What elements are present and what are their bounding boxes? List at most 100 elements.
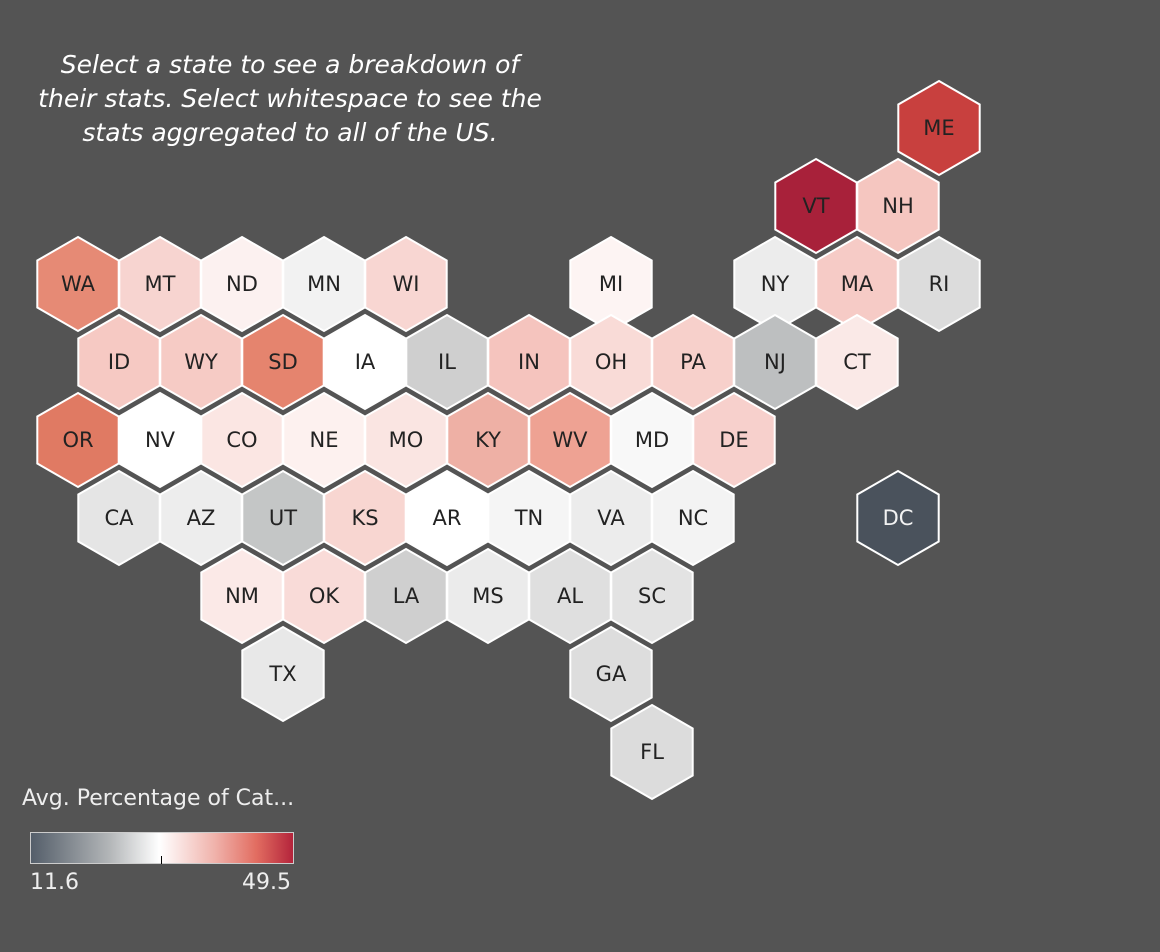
instructions-line-1: Select a state to see a breakdown of [60, 50, 520, 79]
state-label: VA [597, 506, 625, 530]
state-label: ND [226, 272, 258, 296]
state-hex-shape[interactable] [364, 235, 448, 333]
state-label: SD [268, 350, 298, 374]
state-hex-ia[interactable]: IA [323, 313, 407, 411]
state-hex-shape[interactable] [692, 391, 776, 489]
legend-color-bar [30, 832, 294, 864]
state-hex-ar[interactable]: AR [405, 469, 489, 567]
state-hex-nm[interactable]: NM [200, 547, 284, 645]
state-hex-in[interactable]: IN [487, 313, 571, 411]
state-hex-ne[interactable]: NE [282, 391, 366, 489]
state-label: FL [640, 740, 664, 764]
state-label: AR [433, 506, 462, 530]
state-hex-co[interactable]: CO [200, 391, 284, 489]
state-label: LA [393, 584, 420, 608]
state-hex-ks[interactable]: KS [323, 469, 407, 567]
state-hex-sd[interactable]: SD [241, 313, 325, 411]
state-hex-nd[interactable]: ND [200, 235, 284, 333]
state-hex-shape[interactable] [610, 547, 694, 645]
state-hex-ok[interactable]: OK [282, 547, 366, 645]
state-hex-wv[interactable]: WV [528, 391, 612, 489]
state-hex-wi[interactable]: WI [364, 235, 448, 333]
state-hex-sc[interactable]: SC [610, 547, 694, 645]
state-hex-shape[interactable] [651, 469, 735, 567]
state-label: MO [389, 428, 424, 452]
state-hex-shape[interactable] [241, 625, 325, 723]
state-label: WI [393, 272, 420, 296]
state-label: NY [761, 272, 790, 296]
state-label: NE [310, 428, 339, 452]
state-label: NH [882, 194, 914, 218]
state-hex-shape[interactable] [815, 313, 899, 411]
state-hex-ms[interactable]: MS [446, 547, 530, 645]
state-label: MD [635, 428, 669, 452]
state-label: AZ [187, 506, 216, 530]
state-hex-or[interactable]: OR [36, 391, 120, 489]
legend-midpoint-mark [161, 856, 162, 864]
state-hex-nh[interactable]: NH [856, 157, 940, 255]
state-label: NJ [764, 350, 786, 374]
state-hex-az[interactable]: AZ [159, 469, 243, 567]
state-hex-mt[interactable]: MT [118, 235, 202, 333]
state-hex-ut[interactable]: UT [241, 469, 325, 567]
state-hex-ky[interactable]: KY [446, 391, 530, 489]
state-hex-md[interactable]: MD [610, 391, 694, 489]
state-hex-tx[interactable]: TX [241, 625, 325, 723]
state-hex-oh[interactable]: OH [569, 313, 653, 411]
legend-title: Avg. Percentage of Cat... [22, 786, 295, 811]
state-hex-shape[interactable] [569, 625, 653, 723]
state-label: NM [225, 584, 259, 608]
state-hex-il[interactable]: IL [405, 313, 489, 411]
state-hex-ma[interactable]: MA [815, 235, 899, 333]
state-hex-mn[interactable]: MN [282, 235, 366, 333]
state-hex-mo[interactable]: MO [364, 391, 448, 489]
state-label: RI [929, 272, 950, 296]
state-hex-wa[interactable]: WA [36, 235, 120, 333]
state-hex-al[interactable]: AL [528, 547, 612, 645]
state-hex-va[interactable]: VA [569, 469, 653, 567]
state-label: CO [226, 428, 257, 452]
state-hex-shape[interactable] [856, 469, 940, 567]
state-hex-pa[interactable]: PA [651, 313, 735, 411]
state-label: IL [438, 350, 456, 374]
state-label: GA [596, 662, 627, 686]
state-label: IA [355, 350, 376, 374]
state-hex-nj[interactable]: NJ [733, 313, 817, 411]
state-hex-ga[interactable]: GA [569, 625, 653, 723]
state-hex-dc[interactable]: DC [856, 469, 940, 567]
state-hex-nv[interactable]: NV [118, 391, 202, 489]
state-label: WY [184, 350, 218, 374]
state-label: CT [843, 350, 871, 374]
state-hex-ca[interactable]: CA [77, 469, 161, 567]
legend-max-value: 49.5 [242, 870, 291, 895]
state-hex-shape[interactable] [897, 235, 981, 333]
state-hex-wy[interactable]: WY [159, 313, 243, 411]
state-hex-ri[interactable]: RI [897, 235, 981, 333]
state-hex-shape[interactable] [897, 79, 981, 177]
state-hex-me[interactable]: ME [897, 79, 981, 177]
state-label: NC [678, 506, 708, 530]
state-hex-la[interactable]: LA [364, 547, 448, 645]
state-hex-tn[interactable]: TN [487, 469, 571, 567]
state-label: DC [883, 506, 914, 530]
state-label: VT [802, 194, 829, 218]
state-hex-shape[interactable] [856, 157, 940, 255]
state-hex-nc[interactable]: NC [651, 469, 735, 567]
state-label: TN [514, 506, 544, 530]
state-hex-de[interactable]: DE [692, 391, 776, 489]
state-hex-ct[interactable]: CT [815, 313, 899, 411]
state-hex-shape[interactable] [610, 703, 694, 801]
state-label: NV [145, 428, 176, 452]
state-hex-vt[interactable]: VT [774, 157, 858, 255]
state-label: WA [61, 272, 96, 296]
instructions-text: Select a state to see a breakdown of the… [30, 48, 550, 150]
state-label: ME [923, 116, 954, 140]
state-label: OK [309, 584, 341, 608]
state-hex-id[interactable]: ID [77, 313, 161, 411]
state-label: MN [307, 272, 341, 296]
state-label: UT [269, 506, 297, 530]
instructions-line-3: stats aggregated to all of the US. [82, 118, 498, 147]
state-hex-fl[interactable]: FL [610, 703, 694, 801]
state-label: SC [638, 584, 666, 608]
